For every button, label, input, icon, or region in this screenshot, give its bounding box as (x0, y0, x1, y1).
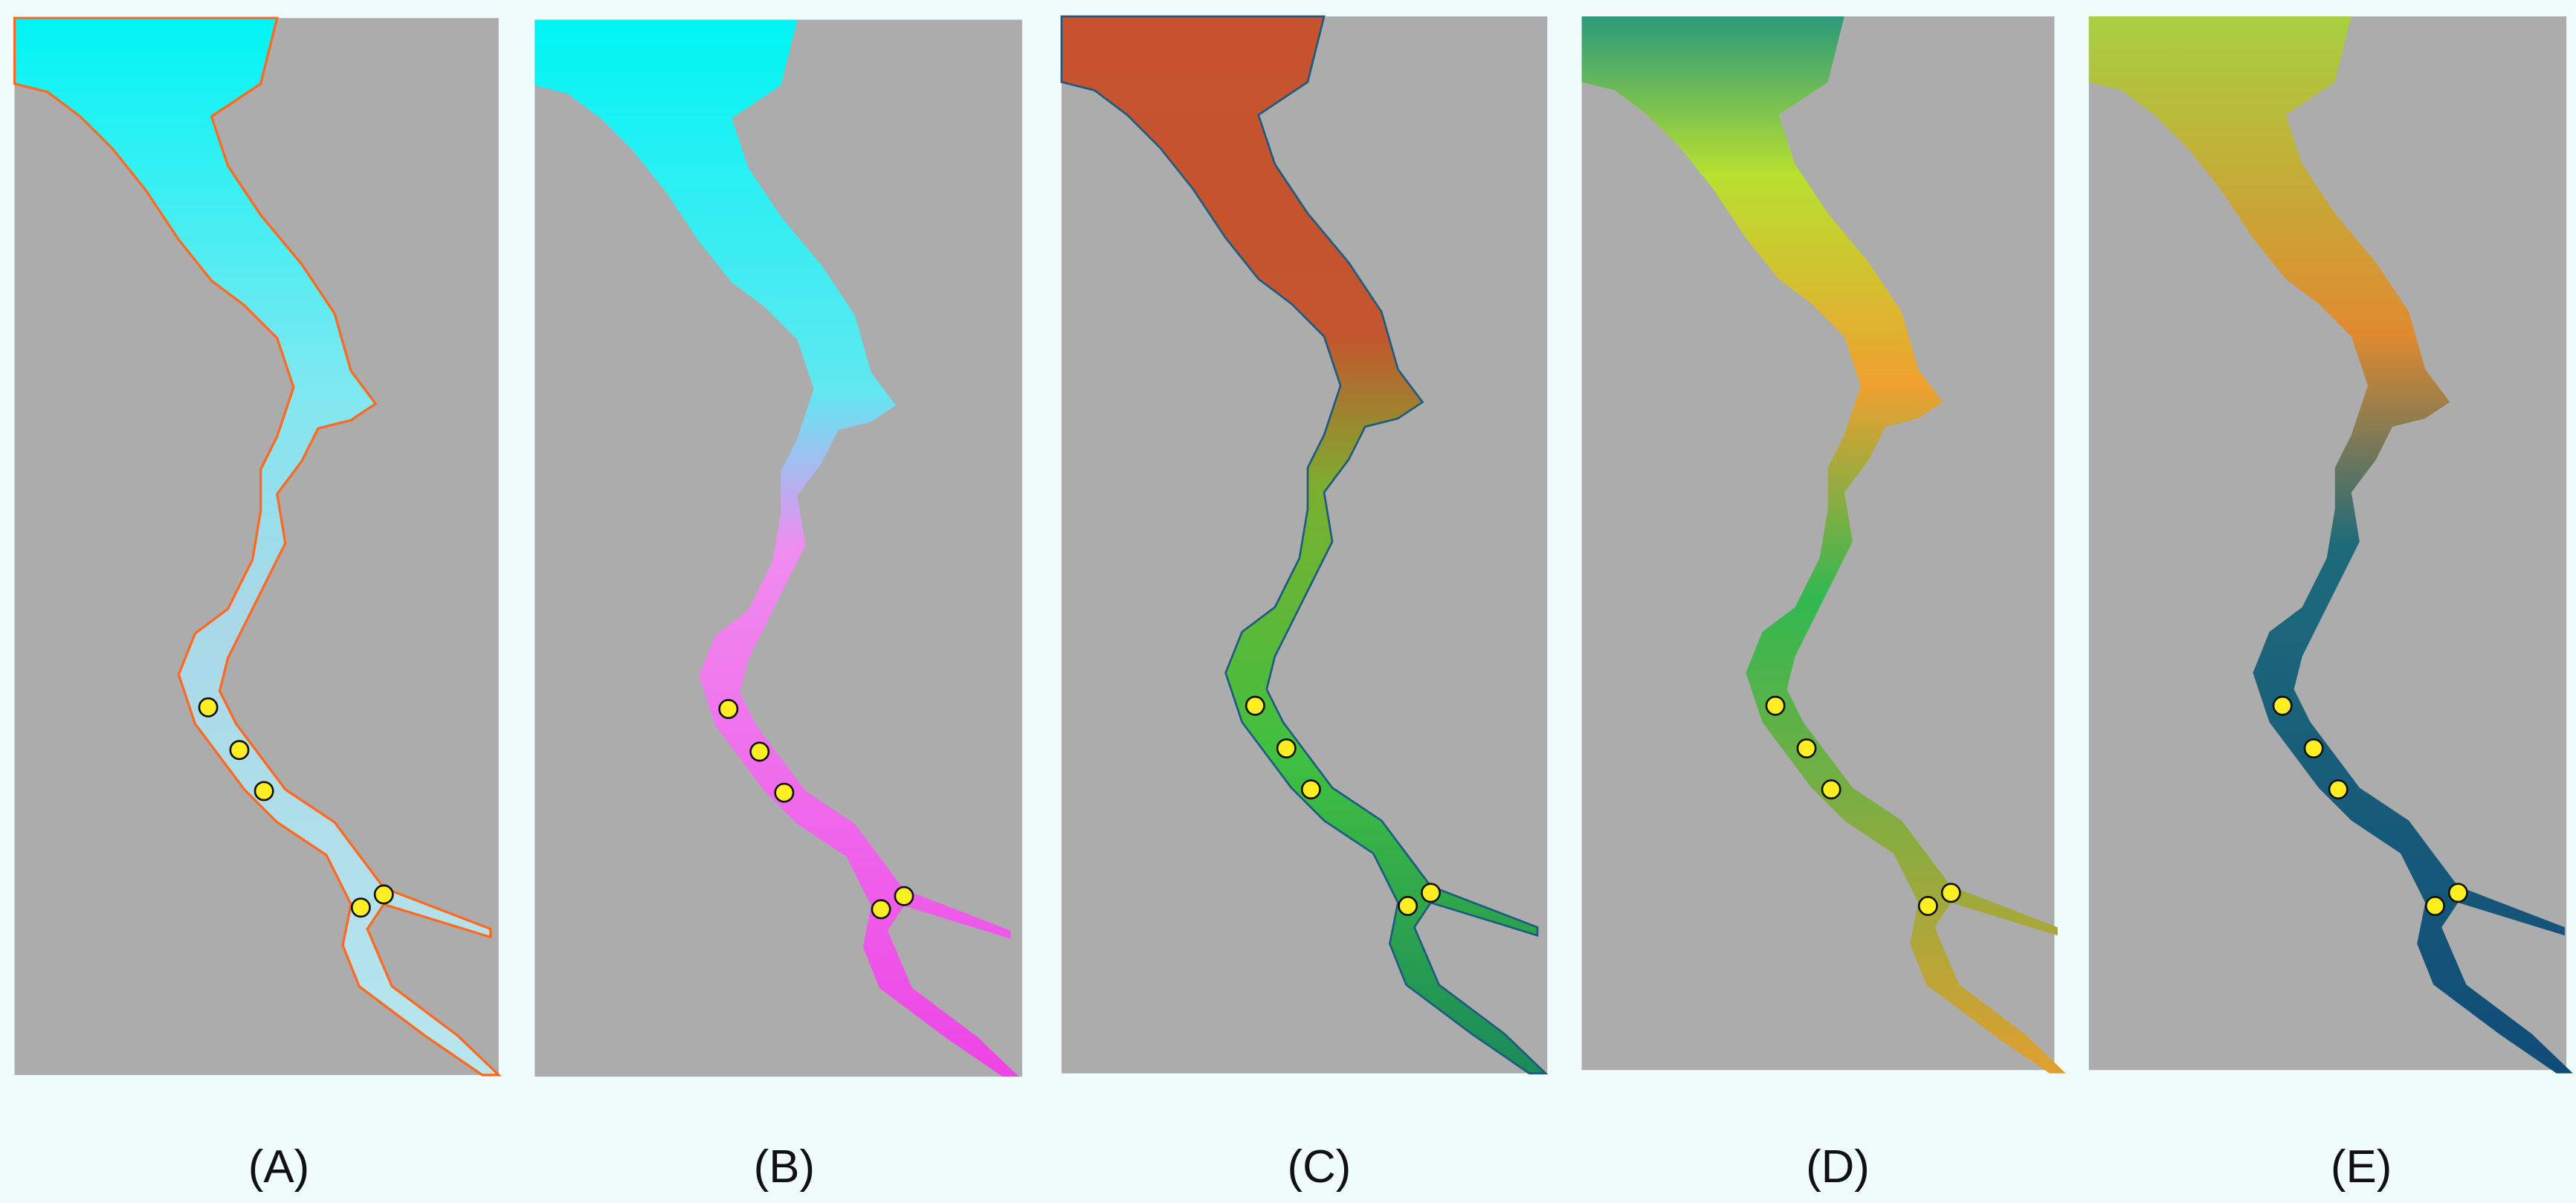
panel-b (535, 19, 1022, 1077)
panel-label: (E) (2331, 1141, 2392, 1193)
figure: (A) (B) (C) (D) (E) (0, 0, 2576, 1203)
panel-c (1062, 16, 1547, 1074)
panel-d (1582, 16, 2066, 1074)
panel-label: (D) (1806, 1141, 1870, 1193)
panel-label: (C) (1288, 1141, 1352, 1193)
panel-label: (B) (754, 1141, 815, 1193)
panel-a (15, 18, 499, 1075)
panel-e (2089, 16, 2573, 1074)
panel-label: (A) (248, 1141, 309, 1193)
